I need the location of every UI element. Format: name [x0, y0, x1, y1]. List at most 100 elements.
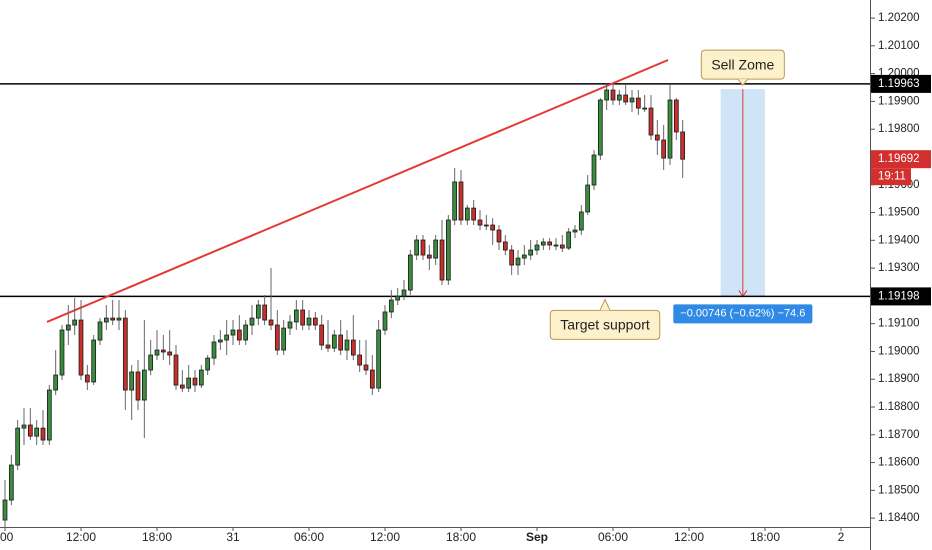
x-tick-label: 06:00	[598, 530, 628, 544]
annotation-box	[700, 49, 785, 80]
candle-body	[217, 339, 223, 343]
y-tick-label: 1.19300	[878, 262, 920, 274]
candle-body	[192, 377, 198, 386]
candle-body	[154, 349, 160, 356]
candle-body	[160, 349, 166, 353]
candle-body	[173, 354, 179, 386]
candle-body	[629, 97, 635, 103]
candle-body	[673, 99, 679, 133]
candle-body	[312, 317, 318, 326]
x-tick-label: :00	[0, 530, 14, 544]
annotation-pointer	[599, 298, 611, 311]
y-tick-label: 1.18900	[878, 373, 920, 385]
level-label: 1.19963	[878, 78, 920, 90]
y-tick-label: 1.18700	[878, 429, 920, 441]
candle-body	[72, 319, 78, 326]
candle-body	[388, 299, 394, 313]
x-tick-label: 18:00	[446, 530, 476, 544]
y-tick-label: 1.18500	[878, 484, 920, 496]
candle-body	[27, 424, 33, 437]
x-tick-label: 18:00	[750, 530, 780, 544]
candle-body	[46, 389, 52, 441]
candle-body	[230, 329, 236, 336]
candle-body	[680, 131, 686, 160]
candle-body	[40, 427, 46, 441]
candle-body	[502, 241, 508, 251]
candle-body	[268, 319, 274, 326]
y-tick-label: 1.19500	[878, 207, 920, 219]
candle-body	[395, 295, 401, 301]
candle-body	[319, 324, 325, 346]
candle-body	[376, 329, 382, 389]
y-tick-label: 1.19000	[878, 345, 920, 357]
x-tick-label: 2	[838, 530, 845, 544]
candle-body	[642, 107, 648, 110]
candle-body	[414, 239, 420, 256]
candle-body	[509, 249, 515, 266]
candle-body	[515, 257, 521, 266]
y-tick-label: 1.18800	[878, 401, 920, 413]
candle-body	[122, 317, 128, 391]
candle-body	[350, 339, 356, 356]
candle-body	[331, 334, 337, 349]
candle-body	[211, 341, 217, 359]
candle-body	[654, 134, 660, 141]
y-tick-label: 1.19800	[878, 123, 920, 135]
candle-body	[433, 239, 439, 259]
candle-body	[249, 317, 255, 326]
x-tick-label: 18:00	[142, 530, 172, 544]
candle-body	[591, 154, 597, 186]
candle-body	[635, 97, 641, 109]
candle-body	[357, 354, 363, 366]
annotation-box	[549, 309, 661, 340]
candle-body	[553, 244, 559, 247]
candle-body	[477, 219, 483, 226]
candle-body	[306, 317, 312, 326]
candle-body	[2, 499, 8, 521]
x-tick-label: 31	[226, 530, 240, 544]
candle-body	[186, 377, 192, 389]
candle-body	[471, 207, 477, 221]
candle-body	[129, 371, 135, 391]
candle-body	[205, 357, 211, 371]
candle-body	[452, 181, 458, 221]
y-tick-label: 1.19900	[878, 95, 920, 107]
candle-body	[661, 139, 667, 159]
candle-body	[420, 239, 426, 256]
candle-body	[97, 321, 103, 341]
candle-body	[534, 244, 540, 251]
candle-body	[148, 354, 154, 371]
annotation: Sell Zome	[711, 56, 774, 72]
candle-body	[616, 94, 622, 101]
candle-body	[559, 244, 565, 249]
candle-body	[293, 309, 299, 323]
candle-body	[401, 289, 407, 297]
candle-body	[141, 369, 147, 401]
candle-body	[528, 249, 534, 256]
y-tick-label: 1.18600	[878, 457, 920, 469]
candle-body	[496, 229, 502, 243]
candle-body	[445, 219, 451, 281]
candle-body	[8, 464, 14, 501]
candle-body	[572, 229, 578, 233]
candle-body	[521, 254, 527, 259]
level-label: 1.19198	[878, 290, 920, 302]
candle-body	[65, 324, 71, 331]
candle-body	[53, 374, 59, 391]
candle-body	[236, 329, 242, 341]
level-label-box	[871, 74, 931, 93]
candle-body	[540, 241, 546, 246]
measure-label: −0.00746 (−0.62%) −74.6	[680, 307, 805, 319]
candle-body	[262, 304, 268, 321]
trendline	[46, 59, 669, 323]
candle-body	[490, 224, 496, 231]
x-tick-label: 12:00	[674, 530, 704, 544]
candle-body	[610, 89, 616, 101]
candle-body	[198, 369, 204, 386]
current-price-label: 1.19692	[878, 153, 920, 165]
candle-body	[464, 207, 470, 221]
candle-body	[325, 344, 331, 349]
candle-body	[15, 427, 21, 466]
